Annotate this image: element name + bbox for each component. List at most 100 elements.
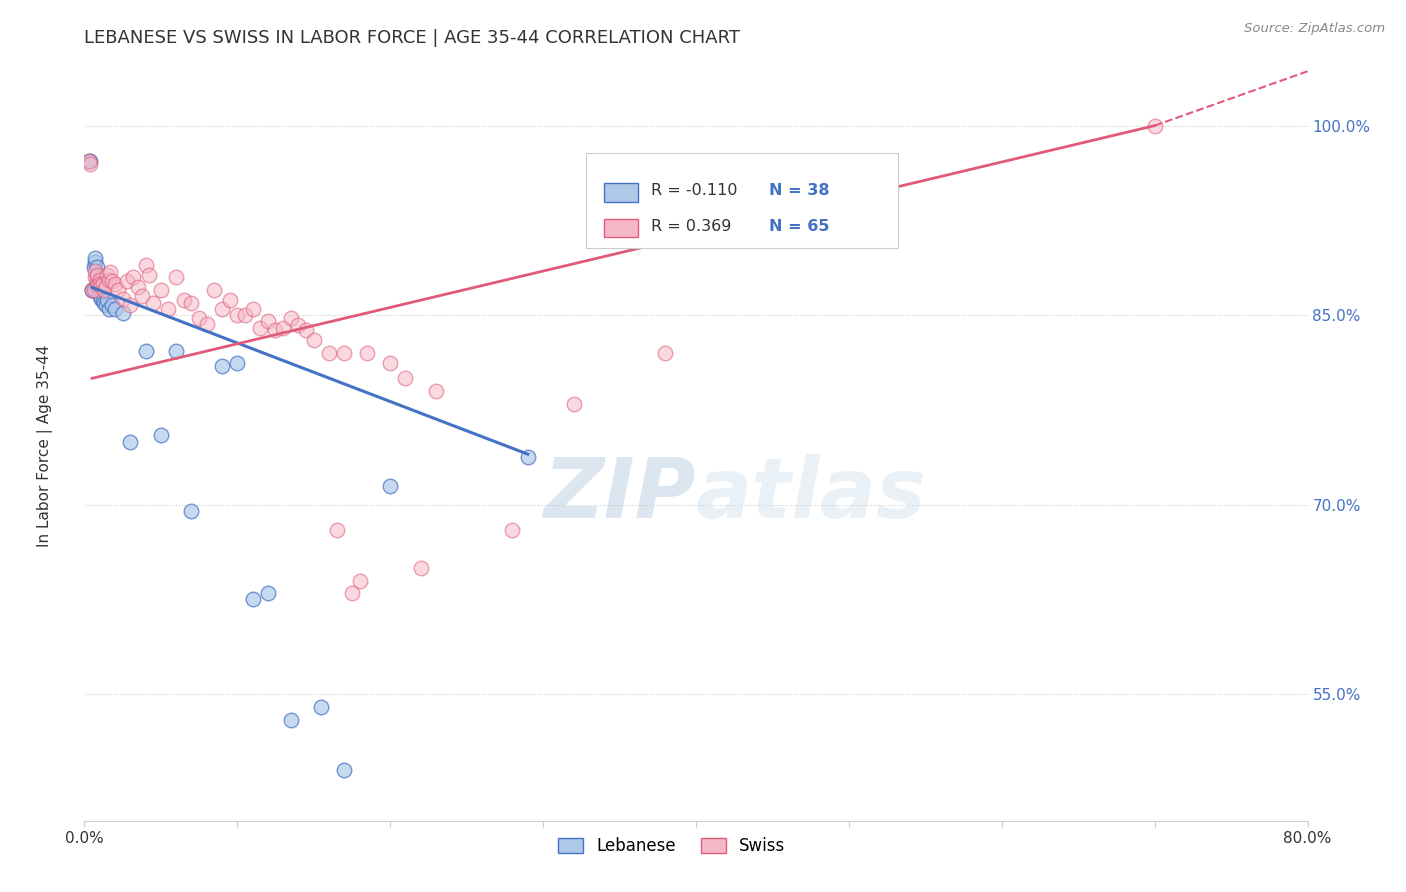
- Point: [333, 763, 356, 777]
- Point: [218, 293, 240, 307]
- FancyBboxPatch shape: [586, 153, 898, 248]
- Point: [115, 274, 138, 288]
- Point: [111, 292, 134, 306]
- Point: [94, 298, 117, 312]
- Point: [380, 479, 402, 493]
- Point: [83, 260, 105, 275]
- Point: [211, 359, 233, 373]
- Point: [287, 318, 309, 333]
- Point: [165, 270, 187, 285]
- Point: [120, 434, 142, 449]
- Point: [87, 283, 110, 297]
- Point: [257, 314, 280, 328]
- Point: [111, 306, 134, 320]
- Point: [89, 277, 111, 291]
- Point: [165, 343, 187, 358]
- Point: [211, 301, 233, 316]
- Point: [120, 298, 142, 312]
- Point: [516, 450, 538, 464]
- Point: [340, 586, 363, 600]
- Point: [195, 317, 218, 331]
- Point: [180, 295, 202, 310]
- Point: [101, 298, 124, 312]
- Point: [1143, 119, 1166, 133]
- Point: [226, 308, 249, 322]
- Point: [302, 334, 325, 348]
- Text: R = 0.369: R = 0.369: [651, 219, 731, 234]
- Point: [79, 156, 101, 170]
- Text: Source: ZipAtlas.com: Source: ZipAtlas.com: [1244, 22, 1385, 36]
- Point: [249, 321, 271, 335]
- Point: [93, 295, 115, 310]
- Point: [90, 279, 112, 293]
- Point: [142, 295, 165, 310]
- Point: [84, 270, 107, 285]
- Legend: Lebanese, Swiss: Lebanese, Swiss: [551, 830, 792, 862]
- Point: [280, 713, 302, 727]
- Point: [80, 283, 103, 297]
- Text: N = 38: N = 38: [769, 184, 830, 198]
- Point: [84, 283, 107, 297]
- Point: [80, 283, 103, 297]
- Point: [394, 371, 416, 385]
- Text: ZIP: ZIP: [543, 454, 696, 535]
- Point: [97, 301, 120, 316]
- Point: [84, 264, 107, 278]
- Point: [89, 273, 111, 287]
- Point: [271, 321, 294, 335]
- Point: [502, 523, 524, 537]
- Point: [188, 310, 211, 325]
- Point: [84, 255, 107, 269]
- Point: [104, 301, 127, 316]
- Text: In Labor Force | Age 35-44: In Labor Force | Age 35-44: [37, 345, 53, 547]
- Point: [264, 323, 287, 337]
- Point: [86, 268, 108, 282]
- Point: [131, 289, 153, 303]
- FancyBboxPatch shape: [605, 184, 638, 202]
- Point: [135, 343, 157, 358]
- Point: [79, 154, 101, 169]
- Point: [138, 268, 160, 282]
- Point: [96, 293, 118, 307]
- Point: [98, 265, 121, 279]
- Point: [91, 293, 114, 307]
- Point: [180, 504, 202, 518]
- Point: [86, 260, 108, 275]
- Point: [149, 428, 172, 442]
- Point: [654, 346, 676, 360]
- Point: [101, 274, 124, 288]
- Point: [257, 586, 280, 600]
- Text: atlas: atlas: [696, 454, 927, 535]
- Point: [86, 274, 108, 288]
- Point: [104, 277, 127, 291]
- Point: [562, 396, 585, 410]
- Point: [77, 154, 100, 169]
- Point: [295, 323, 318, 337]
- Point: [173, 293, 195, 307]
- Point: [311, 699, 333, 714]
- Point: [425, 384, 447, 398]
- Point: [83, 283, 105, 297]
- Point: [97, 273, 120, 287]
- Point: [280, 310, 302, 325]
- Point: [349, 574, 371, 588]
- FancyBboxPatch shape: [605, 219, 638, 237]
- Point: [107, 283, 129, 297]
- Point: [122, 270, 145, 285]
- Point: [242, 301, 264, 316]
- Point: [157, 301, 180, 316]
- Point: [86, 268, 108, 282]
- Point: [93, 283, 115, 297]
- Point: [86, 277, 108, 291]
- Point: [202, 283, 225, 297]
- Point: [356, 346, 378, 360]
- Point: [87, 277, 110, 291]
- Text: LEBANESE VS SWISS IN LABOR FORCE | AGE 35-44 CORRELATION CHART: LEBANESE VS SWISS IN LABOR FORCE | AGE 3…: [84, 29, 741, 47]
- Point: [89, 289, 111, 303]
- Point: [135, 258, 157, 272]
- Point: [80, 283, 103, 297]
- Point: [233, 308, 256, 322]
- Point: [318, 346, 340, 360]
- Point: [333, 346, 356, 360]
- Point: [77, 154, 100, 169]
